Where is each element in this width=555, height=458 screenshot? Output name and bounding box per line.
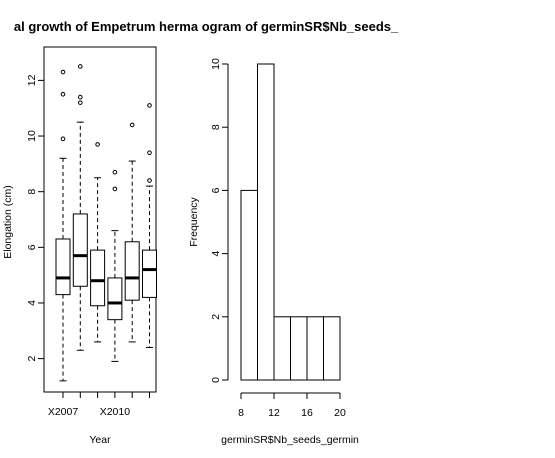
boxplot-boxes <box>55 64 157 382</box>
histogram-y-tick-label: 10 <box>210 58 222 70</box>
histogram-bar <box>323 316 341 381</box>
boxplot-x-tick-label: X2007 <box>48 406 79 418</box>
boxplot-x-label: Year <box>89 434 111 446</box>
outlier-point <box>147 103 152 108</box>
histogram-bar <box>290 316 308 381</box>
boxplot-y-tick-label: 2 <box>26 356 38 362</box>
histogram-bar <box>273 316 291 381</box>
box <box>107 277 123 321</box>
box <box>72 213 88 287</box>
outlier-point <box>78 94 83 100</box>
boxplot-y-tick-label: 12 <box>26 74 38 86</box>
outlier-point <box>112 169 118 175</box>
outlier-point <box>95 142 100 147</box>
histogram-y-tick-label: 8 <box>210 124 222 130</box>
outlier-point <box>112 186 118 192</box>
histogram-bars <box>240 63 341 381</box>
histogram-x-tick-label: 8 <box>238 407 244 419</box>
box <box>90 249 106 307</box>
histogram-title: ogram of germinSR$Nb_seeds_ <box>202 19 399 34</box>
histogram-bar <box>257 63 275 381</box>
box <box>142 249 157 298</box>
histogram-x-tick-label: 12 <box>268 407 280 419</box>
box <box>55 238 71 296</box>
histogram-panel: ogram of germinSR$Nb_seeds_ 0 2 4 6 8 10 8 12 1… <box>188 19 399 446</box>
boxplot-x-tick-label: X2010 <box>100 406 131 418</box>
boxplot-x-axis: X2007 X2010 <box>48 392 150 418</box>
boxplot-y-tick-label: 8 <box>26 189 38 195</box>
histogram-x-tick-label: 20 <box>334 407 346 419</box>
histogram-y-tick-label: 0 <box>210 377 222 383</box>
outlier-point <box>78 100 83 105</box>
histogram-y-tick-label: 4 <box>210 251 222 257</box>
histogram-bar <box>240 189 258 381</box>
histogram-bar <box>306 316 324 381</box>
histogram-y-label: Frequency <box>188 196 200 246</box>
outlier-point <box>147 150 152 156</box>
boxplot-frame <box>43 46 157 393</box>
boxplot-y-label: Elongation (cm) <box>2 185 14 259</box>
outlier-point <box>78 64 83 69</box>
outlier-point <box>129 122 135 128</box>
outlier-point <box>60 136 66 142</box>
boxplot-title: al growth of Empetrum herma <box>14 19 199 34</box>
histogram-y-tick-label: 6 <box>210 187 222 193</box>
boxplot-y-tick-label: 4 <box>26 300 38 306</box>
histogram-x-axis: 8 12 16 20 <box>238 392 346 419</box>
box <box>124 241 140 301</box>
histogram-y-axis: 0 2 4 6 8 10 <box>210 58 229 383</box>
boxplot-panel: al growth of Empetrum herma 2 4 6 8 10 12 X20… <box>2 19 199 446</box>
histogram-x-label: germinSR$Nb_seeds_germin <box>221 434 359 446</box>
outlier-point <box>60 91 66 97</box>
boxplot-y-tick-label: 6 <box>26 244 38 250</box>
boxplot-y-axis: 2 4 6 8 10 12 <box>26 74 44 362</box>
outlier-point <box>60 69 66 75</box>
outlier-point <box>147 178 152 183</box>
histogram-x-tick-label: 16 <box>301 407 313 419</box>
histogram-y-tick-label: 2 <box>210 314 222 320</box>
boxplot-y-tick-label: 10 <box>26 130 38 142</box>
